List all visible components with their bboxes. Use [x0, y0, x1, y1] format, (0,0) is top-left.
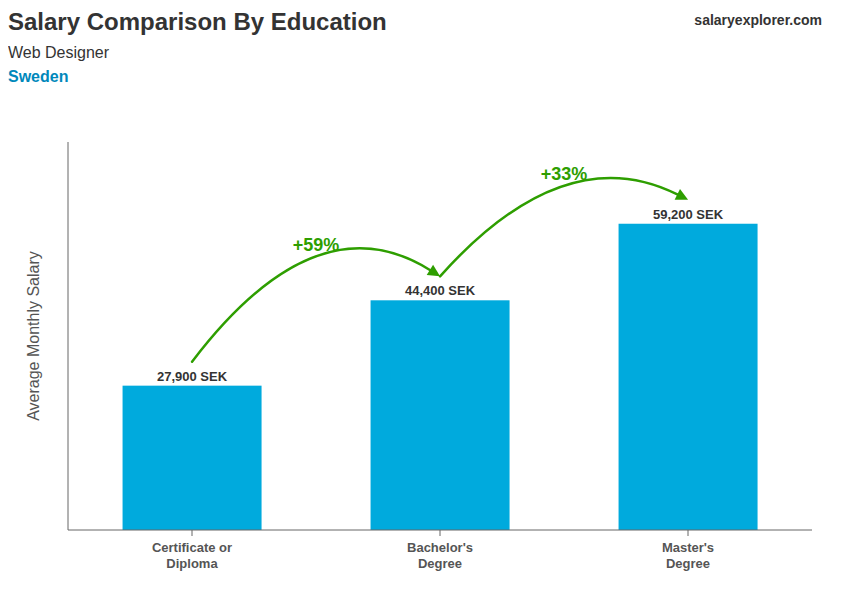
html-text:salaryexplorer.com: salaryexplorer.com [694, 12, 822, 28]
svg-text:Master'sDegree: Master'sDegree [662, 540, 714, 571]
svg-text:59,200 SEK: 59,200 SEK [653, 207, 724, 222]
html-text:Sweden: Sweden [8, 68, 69, 85]
svg-text:27,900 SEK: 27,900 SEK [157, 369, 228, 384]
svg-text:Bachelor'sDegree: Bachelor'sDegree [407, 540, 473, 571]
svg-text:+59%: +59% [293, 235, 340, 255]
svg-text:+33%: +33% [541, 164, 588, 184]
svg-text:44,400 SEK: 44,400 SEK [405, 283, 476, 298]
svg-text:Certificate orDiploma: Certificate orDiploma [152, 540, 232, 571]
html-text:Salary Comparison By Education: Salary Comparison By Education [8, 8, 387, 35]
html-text:Web Designer: Web Designer [8, 44, 110, 61]
svg-text:Average Monthly Salary: Average Monthly Salary [25, 251, 42, 421]
